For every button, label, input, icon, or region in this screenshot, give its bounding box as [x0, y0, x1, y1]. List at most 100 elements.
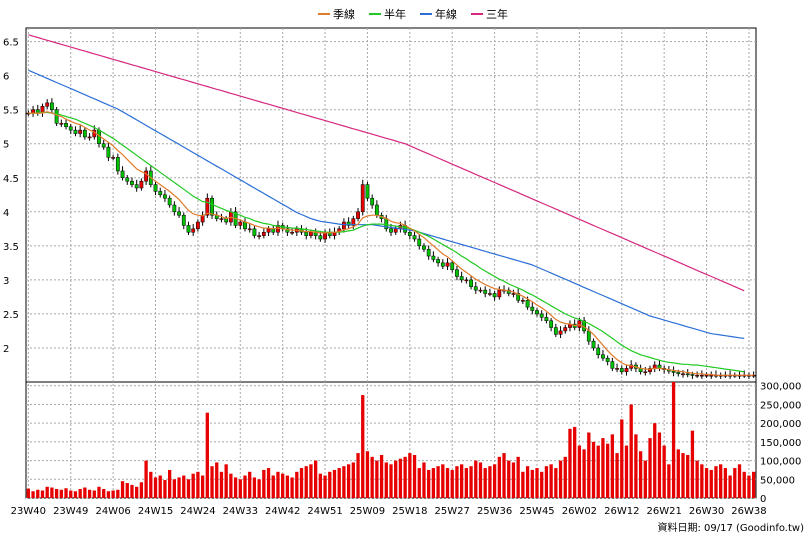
- volume-bar: [375, 460, 379, 498]
- candlestick: [356, 211, 360, 219]
- candlestick: [266, 228, 271, 233]
- volume-bar: [492, 464, 497, 498]
- volume-bar: [394, 460, 398, 498]
- candlestick: [483, 289, 488, 294]
- candlestick: [50, 102, 54, 110]
- candlestick: [643, 371, 648, 374]
- volume-tick-label: 100,000: [760, 457, 801, 468]
- volume-bar: [502, 453, 506, 498]
- volume-bar: [587, 432, 591, 498]
- volume-bar: [64, 488, 68, 498]
- legend-label: 半年: [384, 7, 406, 21]
- volume-bar: [577, 445, 582, 498]
- volume-bar: [671, 382, 676, 498]
- candlestick: [87, 136, 92, 139]
- volume-bar: [638, 451, 643, 498]
- candlestick: [436, 259, 440, 264]
- volume-bar: [59, 489, 63, 498]
- candlestick: [304, 231, 309, 236]
- volume-bar: [398, 458, 403, 498]
- candlestick: [370, 197, 375, 206]
- candlestick: [671, 370, 676, 373]
- volume-bar: [554, 468, 558, 498]
- candlestick: [648, 368, 652, 373]
- x-tick-label: 23W49: [53, 506, 88, 517]
- candlestick: [393, 228, 398, 233]
- volume-bar: [281, 473, 285, 498]
- candlestick: [389, 228, 393, 233]
- price-tick-label: 6: [3, 72, 9, 83]
- x-tick-label: 25W45: [519, 506, 554, 517]
- volume-bar: [323, 475, 327, 498]
- candlestick: [309, 231, 313, 236]
- candlestick: [153, 184, 158, 192]
- volume-bar: [356, 453, 360, 498]
- candlestick: [243, 221, 247, 230]
- candlestick: [591, 340, 596, 349]
- candlestick: [163, 194, 167, 199]
- volume-bar: [83, 487, 87, 498]
- volume-bar: [182, 475, 186, 498]
- volume-bar: [596, 445, 600, 498]
- candlestick: [106, 146, 111, 158]
- volume-bar: [36, 489, 40, 498]
- source-label: 資料日期: 09/17 (Goodinfo.tw): [657, 521, 804, 534]
- volume-bar: [139, 482, 144, 498]
- volume-bar: [73, 491, 78, 498]
- volume-bar: [558, 460, 563, 498]
- volume-bar: [540, 471, 544, 498]
- candlestick: [516, 293, 521, 301]
- candlestick: [125, 177, 130, 182]
- x-tick-label: 24W06: [95, 506, 130, 517]
- volume-bar: [657, 432, 662, 498]
- volume-bar: [299, 468, 304, 498]
- volume-tick-label: 150,000: [760, 438, 801, 449]
- volume-bar: [304, 466, 308, 498]
- volume-bar: [40, 490, 45, 498]
- candlestick: [497, 289, 502, 298]
- volume-bar: [422, 462, 426, 498]
- volume-bar: [417, 468, 421, 498]
- volume-bar: [229, 473, 233, 498]
- volume-bar: [464, 468, 469, 498]
- candlestick: [238, 221, 243, 226]
- volume-bar: [167, 469, 172, 498]
- candlestick: [601, 354, 605, 359]
- volume-bar: [54, 489, 59, 498]
- volume-bar: [747, 475, 751, 498]
- volume-bar: [144, 460, 148, 498]
- volume-bar: [535, 468, 539, 498]
- candlestick: [261, 231, 266, 236]
- volume-bar: [690, 430, 695, 498]
- ma-quarter-line: [28, 111, 754, 376]
- x-tick-label: 26W21: [646, 506, 681, 517]
- x-tick-label: 25W27: [435, 506, 470, 517]
- volume-bar: [549, 464, 553, 498]
- candlestick: [290, 231, 294, 234]
- x-tick-label: 26W38: [731, 506, 766, 517]
- volume-bar: [370, 456, 374, 498]
- volume-bar: [186, 479, 191, 498]
- candlestick: [54, 109, 59, 124]
- candlestick: [596, 347, 601, 356]
- candlestick: [469, 279, 473, 287]
- volume-bar: [478, 462, 483, 498]
- volume-bar: [723, 468, 728, 498]
- volume-bar: [412, 454, 417, 498]
- candlestick: [101, 143, 106, 148]
- candlestick: [210, 197, 214, 216]
- volume-bar: [78, 489, 82, 498]
- x-tick-label: 25W09: [350, 506, 385, 517]
- volume-bar: [351, 462, 355, 498]
- candlestick: [586, 330, 591, 342]
- candlestick: [440, 262, 445, 267]
- x-tick-label: 26W02: [562, 506, 597, 517]
- legend-label: 年線: [435, 7, 457, 21]
- x-tick-label: 24W33: [223, 506, 258, 517]
- candlestick: [685, 373, 690, 376]
- candlestick: [318, 235, 323, 240]
- price-tick-label: 3: [3, 276, 9, 287]
- volume-bar: [516, 456, 520, 498]
- candlestick: [577, 320, 582, 328]
